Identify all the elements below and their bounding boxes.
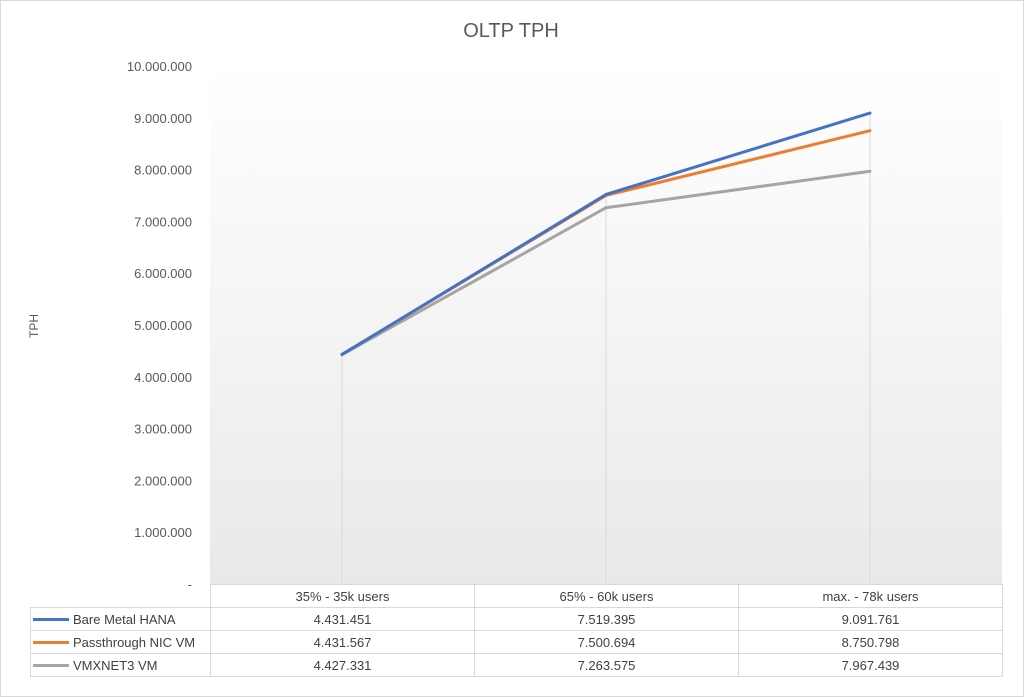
data-label: 7.263.575 [474,653,739,677]
series-lines [340,111,872,357]
table-row: Bare Metal HANA 4.431.451 7.519.395 9.09… [30,607,1003,631]
legend-label: Passthrough NIC VM [73,634,196,650]
legend-key [33,640,69,644]
series-line [340,169,872,357]
legend-label: VMXNET3 VM [73,657,158,673]
y-axis-title: TPH [27,314,41,338]
y-tick-label: 8.000.000 [134,163,192,178]
data-label: 4.431.451 [210,607,475,631]
x-tick-label: max. - 78k users [738,584,1003,608]
data-label: 7.967.439 [738,653,1003,677]
table-header-row: 35% - 35k users 65% - 60k users max. - 7… [30,584,1003,608]
chart-title: OLTP TPH [463,20,559,42]
data-label: 7.500.694 [474,630,739,654]
data-label: 8.750.798 [738,630,1003,654]
y-tick-label: 7.000.000 [134,214,192,229]
legend-entry: Passthrough NIC VM [30,630,211,654]
y-tick-label: 4.000.000 [134,370,192,385]
data-label: 4.431.567 [210,630,475,654]
series-line [340,111,872,356]
y-tick-label: 6.000.000 [134,266,192,281]
table-corner-cell [30,584,211,608]
legend-entry: VMXNET3 VM [30,653,211,677]
legend-key [33,663,69,667]
y-axis-ticks: -1.000.0002.000.0003.000.0004.000.0005.0… [127,59,192,592]
y-tick-label: 5.000.000 [134,318,192,333]
data-label: 4.427.331 [210,653,475,677]
table-row: VMXNET3 VM 4.427.331 7.263.575 7.967.439 [30,653,1003,677]
legend-entry: Bare Metal HANA [30,607,211,631]
table-row: Passthrough NIC VM 4.431.567 7.500.694 8… [30,630,1003,654]
y-tick-label: 9.000.000 [134,111,192,126]
y-tick-label: 1.000.000 [134,525,192,540]
y-tick-label: 2.000.000 [134,473,192,488]
y-tick-label: 3.000.000 [134,422,192,437]
drop-lines [341,113,871,584]
y-tick-label: 10.000.000 [127,59,192,74]
x-tick-label: 65% - 60k users [474,584,739,608]
legend-label: Bare Metal HANA [73,611,176,627]
legend-key [33,617,69,621]
x-tick-label: 35% - 35k users [210,584,475,608]
data-label: 7.519.395 [474,607,739,631]
data-table: 35% - 35k users 65% - 60k users max. - 7… [30,584,1003,677]
data-label: 9.091.761 [738,607,1003,631]
